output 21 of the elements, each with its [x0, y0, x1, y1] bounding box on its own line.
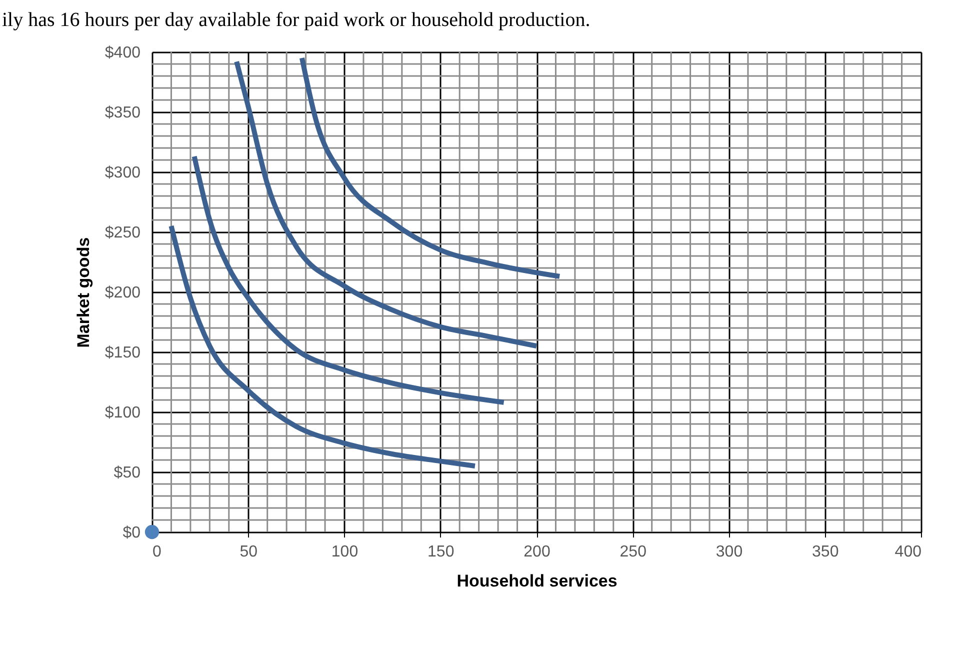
x-tick-label: 250: [620, 544, 647, 560]
x-tick-label: 400: [894, 544, 922, 560]
x-tick-label: 100: [331, 544, 358, 560]
y-tick-label: $150: [104, 344, 141, 362]
y-tick-label: $300: [104, 164, 141, 182]
x-tick-label: 50: [240, 544, 258, 560]
x-tick-label: 200: [524, 544, 550, 560]
x-tick-label: 300: [716, 544, 743, 560]
y-tick-label: $0: [122, 524, 141, 542]
y-tick-label: $400: [104, 44, 141, 62]
x-tick-label: 0: [152, 544, 162, 560]
text: ily has 16 hours per day available for paid work or household production.: [2, 9, 590, 31]
x-axis-title: Household services: [456, 572, 618, 590]
y-tick-label: $200: [104, 284, 141, 302]
y-tick-label: $100: [104, 404, 141, 422]
x-tick-label: 350: [812, 544, 839, 560]
y-tick-label: $250: [104, 224, 141, 242]
x-tick-label: 150: [428, 544, 454, 560]
y-tick-label: $50: [114, 464, 141, 482]
y-axis-title: Market goods: [74, 237, 93, 348]
y-tick-label: $350: [104, 104, 141, 122]
